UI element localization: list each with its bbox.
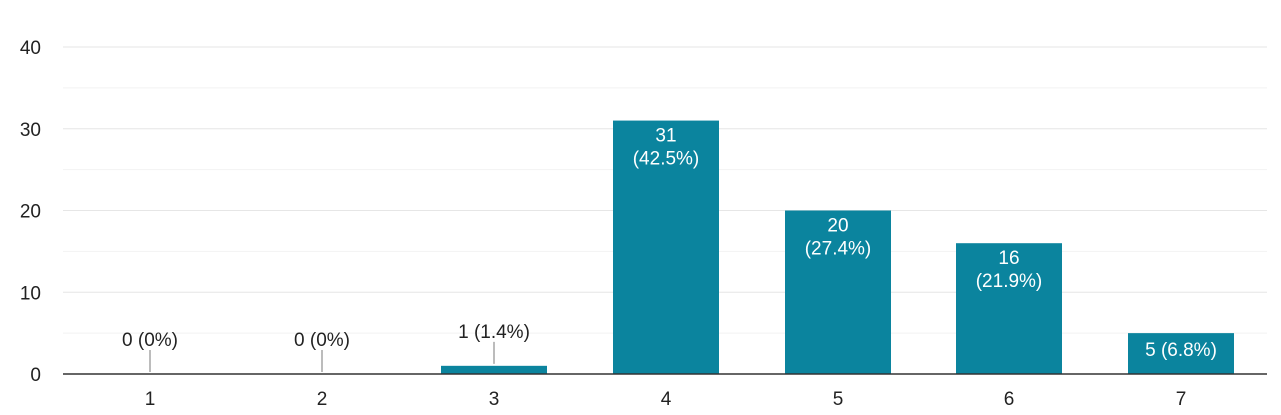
bar [956,243,1062,374]
data-label: 20 [827,216,848,237]
bars [441,120,1234,374]
y-tick-label: 40 [20,38,41,59]
y-tick-label: 0 [30,365,41,386]
x-tick-label: 7 [1176,389,1187,410]
data-label: (21.9%) [976,271,1043,292]
y-tick-label: 30 [20,120,41,141]
bar [1128,333,1234,374]
x-tick-label: 5 [833,389,844,410]
x-axis-ticks: 1 2 3 4 5 6 7 [145,389,1187,410]
bar [613,120,719,374]
y-tick-label: 20 [20,202,41,223]
x-tick-label: 4 [661,389,672,410]
data-label: (27.4%) [805,239,872,260]
data-label: 5 (6.8%) [1145,340,1217,361]
x-tick-label: 2 [317,389,328,410]
data-labels: 0 (0%) 0 (0%) 1 (1.4%) 31(42.5%) 20(27.4%) 16… [122,126,1217,372]
bar [441,365,547,374]
y-axis-ticks: 0 10 20 30 40 [20,38,41,386]
x-tick-label: 6 [1004,389,1015,410]
data-label: 0 (0%) [122,330,178,351]
data-label: 31 [655,126,676,147]
data-label: 16 [998,248,1019,269]
x-tick-label: 3 [489,389,500,410]
data-label: (42.5%) [633,149,700,170]
x-tick-label: 1 [145,389,156,410]
y-tick-label: 10 [20,283,41,304]
data-label: 0 (0%) [294,330,350,351]
bar [785,210,891,374]
data-label: 1 (1.4%) [458,322,530,343]
